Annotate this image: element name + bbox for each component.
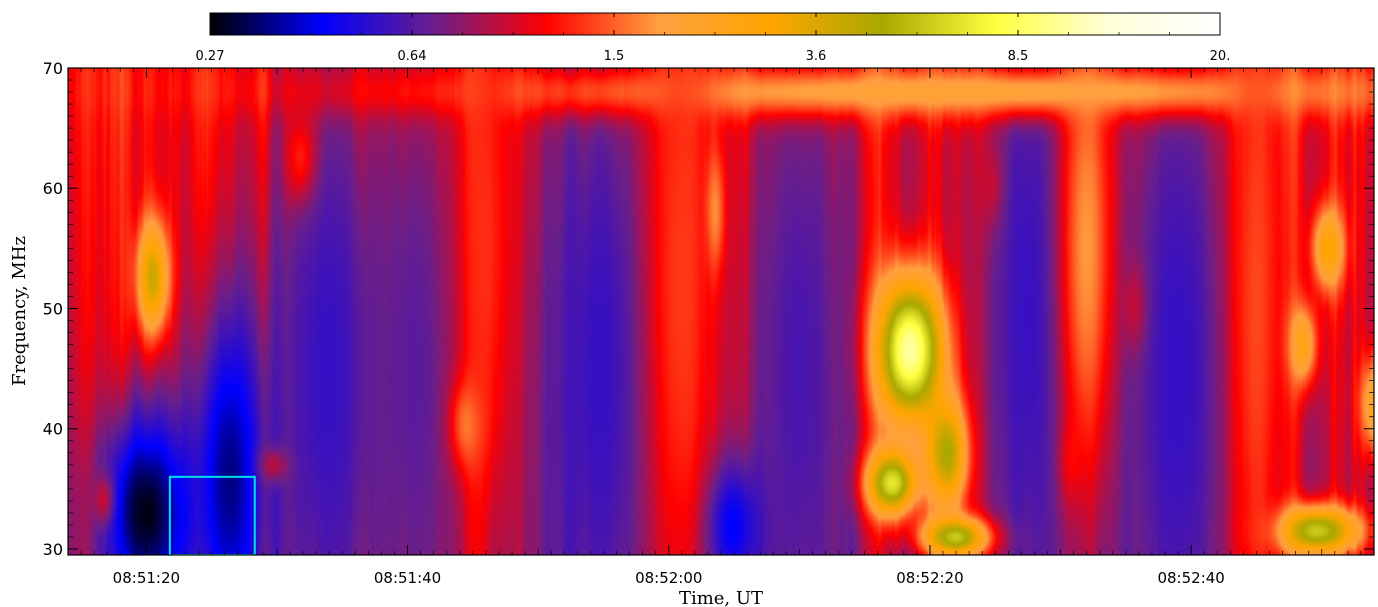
y-axis-label: Frequency, MHz (9, 236, 30, 386)
spectrogram-image (68, 68, 1374, 555)
y-tick-label: 30 (43, 540, 63, 559)
colorbar-tick-label: 1.5 (604, 49, 625, 64)
colorbar-tick-label: 0.64 (398, 49, 427, 64)
x-tick-label: 08:52:40 (1157, 569, 1224, 587)
colorbar-gradient (209, 12, 1221, 36)
highlight-box (168, 475, 256, 555)
x-tick-label: 08:51:40 (374, 569, 441, 587)
colorbar: 0.27 0.64 1.5 3.6 8.5 20. (196, 12, 1231, 64)
x-tick-label: 08:52:00 (635, 569, 702, 587)
colorbar-tick-label: 3.6 (806, 49, 827, 64)
y-tick-label: 70 (43, 59, 63, 78)
colorbar-ticks: 0.27 0.64 1.5 3.6 8.5 20. (196, 13, 1231, 64)
x-axis: 08:51:20 08:51:40 08:52:00 08:52:20 08:52:40 (67, 68, 1375, 587)
y-tick-label: 40 (43, 420, 63, 439)
x-tick-label: 08:52:20 (896, 569, 963, 587)
x-axis-label: Time, UT (679, 588, 763, 607)
colorbar-tick-label: 8.5 (1008, 49, 1029, 64)
x-tick-label: 08:51:20 (113, 569, 180, 587)
plot-area: 08:51:20 08:51:40 08:52:00 08:52:20 08:52:40… (43, 59, 1375, 587)
y-tick-label: 50 (43, 299, 63, 318)
y-axis: 30 40 50 60 70 (43, 59, 1374, 559)
colorbar-tick-label: 0.27 (196, 49, 225, 64)
y-tick-label: 60 (43, 179, 63, 198)
colorbar-tick-label: 20. (1210, 49, 1231, 64)
